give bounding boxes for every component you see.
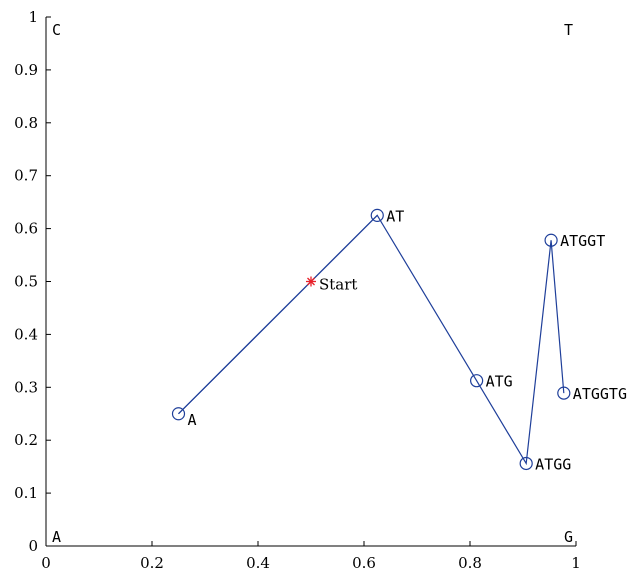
- point-marker-at: [370, 208, 384, 222]
- y-tick-label: 0.8: [14, 114, 38, 132]
- point-label-atg: ATG: [486, 373, 513, 391]
- point-label-atgg: ATGG: [535, 455, 571, 473]
- point-label-atggt: ATGGT: [560, 232, 605, 250]
- x-tick-label: 0.4: [246, 554, 270, 572]
- y-tick-label: 0.9: [14, 61, 38, 79]
- x-tick-label: 0: [41, 554, 51, 572]
- point-marker-atggt: [544, 233, 558, 247]
- point-marker-atg: [470, 374, 484, 388]
- corner-labels: A G C T: [52, 21, 573, 546]
- y-tick-label: 0.6: [14, 220, 38, 238]
- y-tick-label: 0.2: [14, 431, 38, 449]
- point-marker-atggtg: [557, 386, 571, 400]
- corner-label-t: T: [564, 21, 573, 39]
- point-label-a: A: [188, 411, 197, 429]
- start-group: Start: [306, 276, 357, 294]
- y-tick-label: 1: [28, 8, 38, 26]
- corner-label-c: C: [52, 21, 61, 39]
- x-tick-label: 0.6: [352, 554, 376, 572]
- start-label: Start: [319, 276, 357, 294]
- y-tick-label: 0: [28, 537, 38, 555]
- x-tick-label: 0.8: [458, 554, 482, 572]
- point-marker-atgg: [519, 456, 533, 471]
- x-tick-label: 0.2: [140, 554, 164, 572]
- series-line: [178, 214, 565, 466]
- series-segment-a-start: [178, 281, 312, 415]
- corner-label-g: G: [564, 528, 573, 546]
- y-tick-label: 0.3: [14, 378, 38, 396]
- chart-ticks: 0 0.2 0.4 0.6 0.8 1 0 0.1 0.2 0.3 0.4 0.5 0.6 0.7 0.8 0…: [14, 8, 581, 572]
- point-label-atggtg: ATGGTG: [573, 385, 627, 403]
- x-tick-label: 1: [571, 554, 581, 572]
- point-label-at: AT: [386, 207, 404, 225]
- start-marker-icon: [306, 276, 316, 287]
- point-marker-a: [171, 407, 186, 421]
- start-marker-stroke: [307, 277, 315, 286]
- chart-series: A AT ATG ATGG ATGGT ATGGTG: [171, 207, 627, 473]
- y-tick-label: 0.7: [14, 167, 38, 185]
- series-segment-start-at: [310, 214, 378, 282]
- y-tick-label: 0.4: [14, 325, 38, 343]
- corner-label-a: A: [52, 528, 61, 546]
- y-tick-label: 0.5: [14, 273, 38, 291]
- y-tick-label: 0.1: [14, 484, 38, 502]
